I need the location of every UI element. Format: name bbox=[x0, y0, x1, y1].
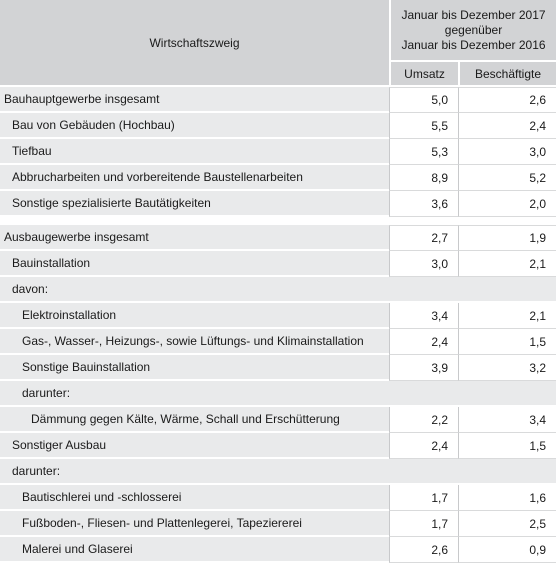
row-label: Dämmung gegen Kälte, Wärme, Schall und E… bbox=[0, 407, 389, 433]
beschaeftigte-value: 3,4 bbox=[458, 407, 556, 433]
table-row: darunter: bbox=[0, 381, 556, 407]
header-branch: Wirtschaftszweig bbox=[0, 0, 389, 87]
umsatz-value: 1,7 bbox=[389, 485, 458, 511]
period-line-1: Januar bis Dezember 2017 bbox=[401, 7, 546, 22]
beschaeftigte-value: 2,5 bbox=[458, 511, 556, 537]
beschaeftigte-value: 3,0 bbox=[458, 139, 556, 165]
row-label: Bauinstallation bbox=[0, 251, 389, 277]
beschaeftigte-value: 1,5 bbox=[458, 329, 556, 355]
umsatz-value: 2,6 bbox=[389, 537, 458, 563]
row-label: Ausbaugewerbe insgesamt bbox=[0, 225, 389, 251]
umsatz-value: 3,0 bbox=[389, 251, 458, 277]
row-label: Fußboden-, Fliesen- und Plattenlegerei, … bbox=[0, 511, 389, 537]
row-label: Sonstige Bauinstallation bbox=[0, 355, 389, 381]
row-label: davon: bbox=[0, 277, 389, 303]
beschaeftigte-value: 3,2 bbox=[458, 355, 556, 381]
beschaeftigte-value: 1,6 bbox=[458, 485, 556, 511]
umsatz-value: 3,4 bbox=[389, 303, 458, 329]
beschaeftigte-value: 0,9 bbox=[458, 537, 556, 563]
period-line-2: gegenüber bbox=[444, 22, 503, 37]
row-empty-cells bbox=[389, 381, 556, 407]
umsatz-value: 8,9 bbox=[389, 165, 458, 191]
row-label: Gas-, Wasser-, Heizungs-, sowie Lüftungs… bbox=[0, 329, 389, 355]
table-row: Sonstige Bauinstallation 3,9 3,2 bbox=[0, 355, 556, 381]
row-label: darunter: bbox=[0, 459, 389, 485]
beschaeftigte-value: 1,5 bbox=[458, 433, 556, 459]
table-row: Bauinstallation 3,0 2,1 bbox=[0, 251, 556, 277]
group-spacer-cell bbox=[0, 217, 556, 225]
beschaeftigte-value: 2,4 bbox=[458, 113, 556, 139]
row-label: Sonstiger Ausbau bbox=[0, 433, 389, 459]
table-row: darunter: bbox=[0, 459, 556, 485]
row-label: Abbrucharbeiten und vorbereitende Bauste… bbox=[0, 165, 389, 191]
row-label: Elektroinstallation bbox=[0, 303, 389, 329]
beschaeftigte-value: 5,2 bbox=[458, 165, 556, 191]
table-row: Bau von Gebäuden (Hochbau) 5,5 2,4 bbox=[0, 113, 556, 139]
table-row: Gas-, Wasser-, Heizungs-, sowie Lüftungs… bbox=[0, 329, 556, 355]
beschaeftigte-value: 2,0 bbox=[458, 191, 556, 217]
table-row: Bautischlerei und -schlosserei 1,7 1,6 bbox=[0, 485, 556, 511]
table-row: Fußboden-, Fliesen- und Plattenlegerei, … bbox=[0, 511, 556, 537]
table-header: Wirtschaftszweig Januar bis Dezember 201… bbox=[0, 0, 556, 87]
row-empty-cells bbox=[389, 459, 556, 485]
table-row: Bauhauptgewerbe insgesamt 5,0 2,6 bbox=[0, 87, 556, 113]
period-line-3: Januar bis Dezember 2016 bbox=[401, 37, 546, 52]
row-label: Bautischlerei und -schlosserei bbox=[0, 485, 389, 511]
row-label: Tiefbau bbox=[0, 139, 389, 165]
table-row: Tiefbau 5,3 3,0 bbox=[0, 139, 556, 165]
umsatz-value: 5,5 bbox=[389, 113, 458, 139]
table-row: Abbrucharbeiten und vorbereitende Bauste… bbox=[0, 165, 556, 191]
umsatz-value: 5,0 bbox=[389, 87, 458, 113]
row-empty-cells bbox=[389, 277, 556, 303]
header-umsatz: Umsatz bbox=[389, 62, 458, 87]
umsatz-value: 3,6 bbox=[389, 191, 458, 217]
table-row: Ausbaugewerbe insgesamt 2,7 1,9 bbox=[0, 225, 556, 251]
table-body: Bauhauptgewerbe insgesamt 5,0 2,6 Bau von G… bbox=[0, 87, 556, 563]
umsatz-value: 5,3 bbox=[389, 139, 458, 165]
row-label: Malerei und Glaserei bbox=[0, 537, 389, 563]
umsatz-value: 2,2 bbox=[389, 407, 458, 433]
table-row: Sonstiger Ausbau 2,4 1,5 bbox=[0, 433, 556, 459]
row-label: Bau von Gebäuden (Hochbau) bbox=[0, 113, 389, 139]
umsatz-value: 2,4 bbox=[389, 433, 458, 459]
table-row: Sonstige spezialisierte Bautätigkeiten 3,… bbox=[0, 191, 556, 217]
table-row: Elektroinstallation 3,4 2,1 bbox=[0, 303, 556, 329]
beschaeftigte-value: 2,6 bbox=[458, 87, 556, 113]
beschaeftigte-value: 2,1 bbox=[458, 251, 556, 277]
beschaeftigte-value: 2,1 bbox=[458, 303, 556, 329]
umsatz-value: 2,4 bbox=[389, 329, 458, 355]
row-label: Sonstige spezialisierte Bautätigkeiten bbox=[0, 191, 389, 217]
table-row: Malerei und Glaserei 2,6 0,9 bbox=[0, 537, 556, 563]
table-row: Dämmung gegen Kälte, Wärme, Schall und E… bbox=[0, 407, 556, 433]
beschaeftigte-value: 1,9 bbox=[458, 225, 556, 251]
header-period: Januar bis Dezember 2017 gegenüber Janua… bbox=[389, 0, 556, 62]
header-beschaeftigte: Beschäftigte bbox=[458, 62, 556, 87]
group-spacer bbox=[0, 217, 556, 225]
umsatz-value: 3,9 bbox=[389, 355, 458, 381]
umsatz-value: 2,7 bbox=[389, 225, 458, 251]
row-label: Bauhauptgewerbe insgesamt bbox=[0, 87, 389, 113]
row-label: darunter: bbox=[0, 381, 389, 407]
umsatz-value: 1,7 bbox=[389, 511, 458, 537]
table-row: davon: bbox=[0, 277, 556, 303]
